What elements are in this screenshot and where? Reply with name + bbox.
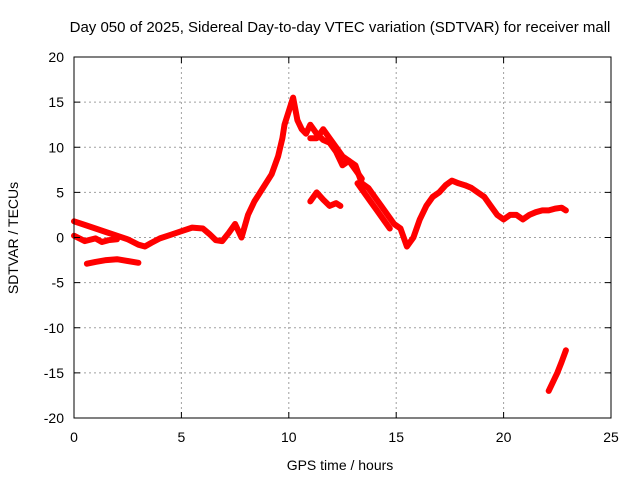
y-tick-label: 0 bbox=[56, 230, 64, 246]
y-tick-label: -15 bbox=[44, 365, 64, 381]
series-line-segment-3 bbox=[83, 256, 142, 267]
series-line-segment-2 bbox=[71, 232, 120, 245]
grid bbox=[74, 57, 611, 418]
series-line-segment-4 bbox=[307, 189, 344, 209]
series-line-segment-6 bbox=[354, 180, 393, 232]
series-line-segment-5 bbox=[307, 126, 365, 182]
y-tick-label: -10 bbox=[44, 320, 64, 336]
chart-title: Day 050 of 2025, Sidereal Day-to-day VTE… bbox=[70, 19, 611, 36]
y-tick-label: -5 bbox=[52, 275, 65, 291]
y-tick-label: 15 bbox=[48, 94, 64, 110]
x-tick-label: 15 bbox=[388, 429, 404, 445]
x-tick-label: 10 bbox=[281, 429, 297, 445]
ticks: 0 5 10 15 20 25 -20 -15 -10 -5 0 5 10 15 20 bbox=[44, 49, 619, 445]
series-group bbox=[71, 94, 569, 394]
y-axis-label: SDTVAR / TECUs bbox=[5, 182, 21, 294]
series-line-main bbox=[71, 94, 569, 250]
x-tick-label: 20 bbox=[496, 429, 512, 445]
x-tick-label: 0 bbox=[70, 429, 78, 445]
y-tick-label: 10 bbox=[48, 139, 64, 155]
y-tick-label: 20 bbox=[48, 49, 64, 65]
y-tick-label: 5 bbox=[56, 184, 64, 200]
x-tick-label: 25 bbox=[603, 429, 619, 445]
x-tick-label: 5 bbox=[178, 429, 186, 445]
series-line-segment-7 bbox=[545, 347, 569, 394]
y-tick-label: -20 bbox=[44, 410, 64, 426]
x-axis-label: GPS time / hours bbox=[287, 457, 394, 473]
